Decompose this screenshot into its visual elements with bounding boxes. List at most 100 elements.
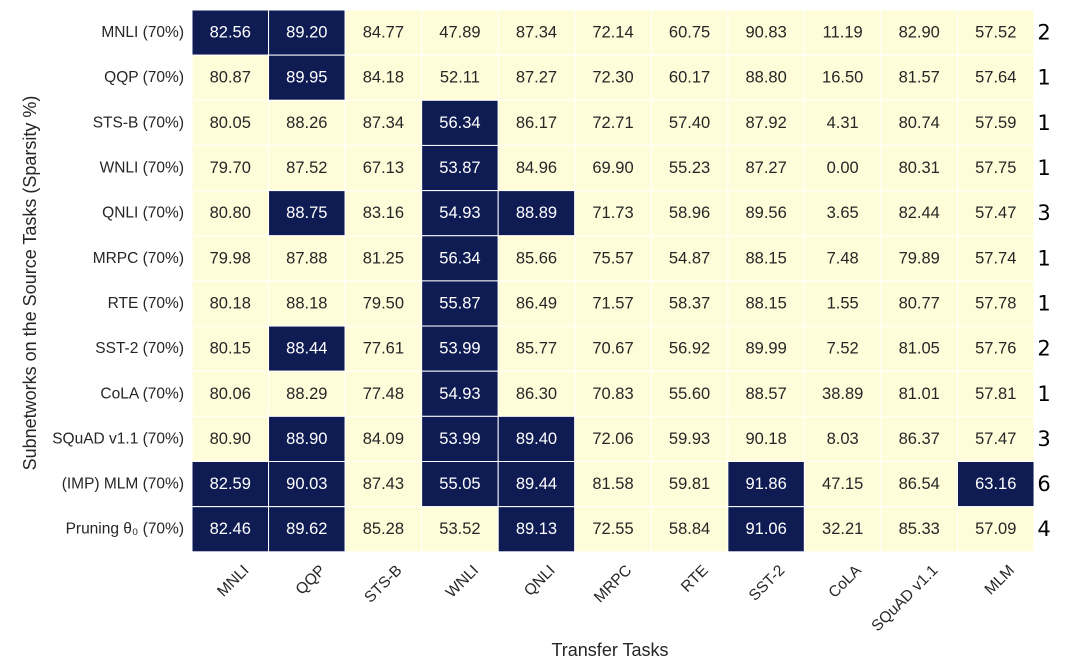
heatmap-cell xyxy=(421,144,499,192)
heatmap-cell xyxy=(803,506,882,553)
cell-value-label: 89.95 xyxy=(286,69,327,87)
cell-value-label: 55.87 xyxy=(439,294,480,312)
heatmap-cell xyxy=(957,9,1035,56)
heatmap-cell xyxy=(574,144,652,192)
heatmap-cell xyxy=(191,370,270,417)
cell-value-label: 71.57 xyxy=(592,294,633,312)
heatmap-cell xyxy=(191,235,270,282)
heatmap-cell xyxy=(574,370,652,417)
cell-value-label: 85.28 xyxy=(363,520,404,538)
cell-value-label: 89.20 xyxy=(286,24,327,42)
cell-value-label: 57.52 xyxy=(975,24,1016,42)
cell-value-label: 57.76 xyxy=(975,340,1016,358)
cell-value-label: 88.44 xyxy=(286,340,327,358)
cell-value-label: 86.17 xyxy=(516,114,557,132)
cell-value-label: 81.25 xyxy=(363,249,404,267)
heatmap-cell xyxy=(344,461,423,508)
heatmap-cell xyxy=(344,370,423,417)
cell-value-label: 79.98 xyxy=(210,249,251,267)
row-label: WNLI (70%) xyxy=(100,160,184,177)
cell-value-label: 11.19 xyxy=(823,24,863,42)
cell-value-label: 57.78 xyxy=(975,294,1016,312)
cell-value-label: 88.15 xyxy=(745,249,786,267)
cell-value-label: 77.61 xyxy=(363,340,404,358)
heatmap-cell xyxy=(268,506,346,553)
heatmap-cell xyxy=(957,280,1035,327)
cell-value-label: 88.90 xyxy=(286,430,327,448)
heatmap-cell xyxy=(574,415,652,463)
heatmap-cell xyxy=(957,461,1035,508)
cell-value-label: 57.81 xyxy=(975,385,1016,403)
column-label: STS-B xyxy=(361,562,405,606)
cell-value-label: 82.90 xyxy=(899,24,940,42)
row-label: RTE (70%) xyxy=(108,295,184,312)
heatmap-cell xyxy=(650,190,729,237)
column-label: WNLI xyxy=(443,562,482,601)
heatmap-cell xyxy=(880,506,959,553)
cell-value-label: 88.26 xyxy=(286,114,327,132)
heatmap-cell xyxy=(268,190,346,237)
cell-value-label: 55.23 xyxy=(669,159,710,177)
cell-value-label: 56.92 xyxy=(669,340,710,358)
row-label: QNLI (70%) xyxy=(102,205,184,222)
heatmap-cell xyxy=(650,325,729,372)
column-label: MLM xyxy=(982,562,1018,598)
heatmap-cell xyxy=(497,506,576,553)
cell-value-label: 84.77 xyxy=(363,24,404,42)
heatmap-cell xyxy=(650,280,729,327)
heatmap-cell xyxy=(574,99,652,146)
cell-value-label: 89.62 xyxy=(286,520,327,538)
cell-value-label: 59.81 xyxy=(669,475,710,493)
cell-value-label: 85.33 xyxy=(899,520,940,538)
heatmap-cell xyxy=(957,54,1035,101)
heatmap-cell xyxy=(268,461,346,508)
heatmap-cell xyxy=(421,235,499,282)
cell-value-label: 88.75 xyxy=(286,204,327,222)
column-label: SST-2 xyxy=(746,562,788,604)
row-label: SST-2 (70%) xyxy=(95,340,184,357)
heatmap-cell xyxy=(574,235,652,282)
cell-value-label: 82.59 xyxy=(210,475,251,493)
heatmap-cell xyxy=(650,54,729,101)
heatmap-cell xyxy=(344,506,423,553)
cell-value-label: 84.96 xyxy=(516,159,557,177)
column-label: MRPC xyxy=(591,562,635,606)
cell-value-label: 70.83 xyxy=(592,385,633,403)
heatmap-cell xyxy=(803,144,882,192)
heatmap-cell xyxy=(421,415,499,463)
heatmap-cell xyxy=(957,506,1035,553)
cell-value-label: 1.55 xyxy=(827,294,859,312)
cell-value-label: 80.31 xyxy=(899,159,940,177)
cell-value-label: 88.29 xyxy=(286,385,327,403)
heatmap-cell xyxy=(191,190,270,237)
heatmap-cell xyxy=(268,280,346,327)
cell-value-label: 82.44 xyxy=(899,204,940,222)
heatmap-cell xyxy=(880,370,959,417)
heatmap-cell xyxy=(344,190,423,237)
heatmap-cell xyxy=(191,54,270,101)
heatmap-cell xyxy=(957,370,1035,417)
cell-value-label: 79.70 xyxy=(210,159,251,177)
column-label: SQuAD v1.1 xyxy=(868,562,941,635)
cell-value-label: 4.31 xyxy=(827,114,859,132)
cell-value-label: 90.18 xyxy=(745,430,786,448)
cells-layer: 82.56 89.20 84.77 47.89 87.34 72.14 60.75 90.83… xyxy=(191,9,1035,553)
cell-value-label: 54.93 xyxy=(439,385,480,403)
cell-value-label: 54.87 xyxy=(669,249,710,267)
heatmap-cell xyxy=(880,9,959,56)
cell-value-label: 47.15 xyxy=(822,475,863,493)
heatmap-cell xyxy=(957,144,1035,192)
cell-value-label: 69.90 xyxy=(592,159,633,177)
heatmap-cell xyxy=(497,190,576,237)
cell-value-label: 7.52 xyxy=(827,340,859,358)
heatmap-cell xyxy=(727,54,805,101)
cell-value-label: 89.56 xyxy=(745,204,786,222)
row-count-label: 6 xyxy=(1037,472,1050,496)
heatmap-cell xyxy=(650,144,729,192)
heatmap-cell xyxy=(497,415,576,463)
heatmap-cell xyxy=(574,325,652,372)
heatmap-cell xyxy=(880,461,959,508)
cell-value-label: 80.87 xyxy=(210,69,251,87)
row-count-label: 4 xyxy=(1037,517,1050,541)
cell-value-label: 86.54 xyxy=(899,475,940,493)
